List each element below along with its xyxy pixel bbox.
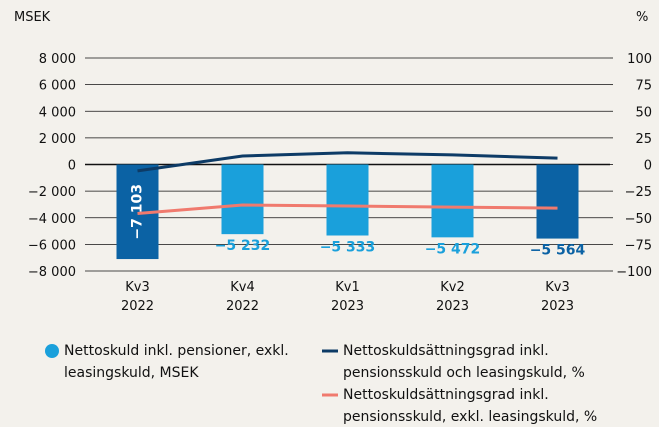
bar: [536, 164, 579, 239]
y-tick-label: −2 000: [28, 185, 76, 200]
y2-tick-label: −100: [616, 265, 652, 280]
legend-label: Nettoskuldsättningsgrad inkl. pensionssk…: [343, 387, 598, 425]
y2-tick-label: 75: [635, 79, 652, 94]
y2-tick-label: −25: [625, 185, 652, 200]
y2-tick-label: 25: [635, 132, 652, 147]
y-tick-label: −6 000: [28, 238, 76, 253]
y-axis-label: MSEK: [14, 10, 51, 25]
x-tick-label: Kv3 2022: [120, 280, 155, 314]
y2-axis-label: %: [636, 10, 649, 25]
y2-tick-label: 100: [627, 52, 652, 67]
x-tick-label: Kv1 2023: [330, 280, 365, 314]
legend-label: Nettoskuld inkl. pensioner, exkl. leasin…: [64, 343, 289, 381]
value-label: −5 333: [320, 239, 376, 255]
y2-tick-label: 0: [644, 159, 652, 174]
value-label: −7 103: [130, 184, 146, 240]
y-tick-label: −8 000: [28, 265, 76, 280]
legend-swatch: [45, 344, 59, 358]
y-tick-label: 0: [68, 159, 76, 174]
y2-tick-label: −75: [625, 238, 652, 253]
y2-tick-label: 50: [635, 105, 652, 120]
line: [137, 151, 558, 173]
x-tick-label: Kv3 2023: [540, 280, 575, 314]
value-label: −5 232: [215, 238, 271, 254]
y-tick-label: 6 000: [39, 79, 76, 94]
y-tick-label: 8 000: [39, 52, 76, 67]
y-tick-label: 4 000: [39, 105, 76, 120]
bar: [221, 164, 264, 235]
bar: [326, 164, 369, 236]
value-label: −5 472: [425, 241, 481, 257]
y2-tick-label: −50: [625, 212, 652, 227]
x-tick-label: Kv2 2023: [435, 280, 470, 314]
y-tick-label: −4 000: [28, 212, 76, 227]
line: [137, 203, 558, 215]
legend-label: Nettoskuldsättningsgrad inkl. pensionssk…: [343, 343, 585, 381]
bar: [431, 164, 474, 238]
x-tick-label: Kv4 2022: [225, 280, 260, 314]
y-tick-label: 2 000: [39, 132, 76, 147]
value-label: −5 564: [530, 243, 586, 259]
